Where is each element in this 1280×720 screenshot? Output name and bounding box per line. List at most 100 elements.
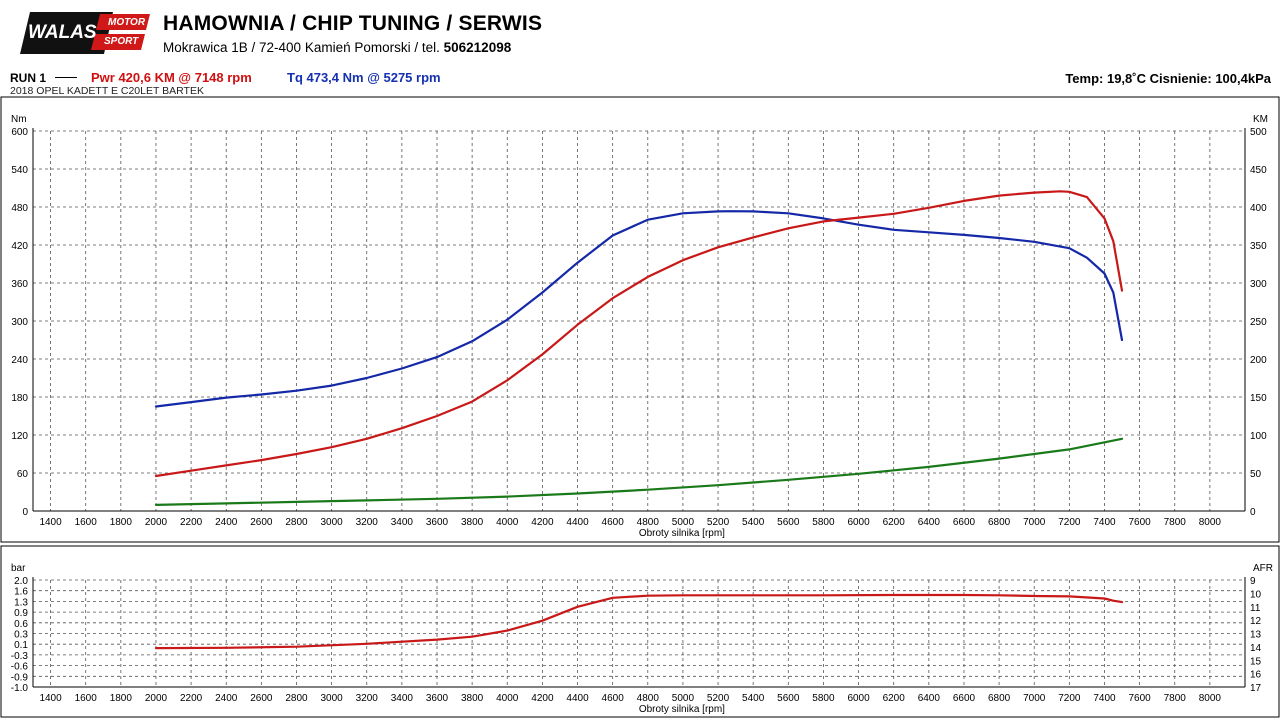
x-tick-label: 1400 — [39, 693, 62, 704]
y-right-tick-label: 0 — [1250, 507, 1256, 518]
x-tick-label: 5200 — [707, 693, 730, 704]
x-tick-label: 4200 — [531, 517, 554, 528]
x-tick-label: 5000 — [672, 517, 695, 528]
y-right-tick-label: 16 — [1250, 670, 1262, 681]
x-tick-label: 3000 — [320, 693, 343, 704]
x-axis-label: Obroty silnika [rpm] — [639, 528, 725, 539]
x-tick-label: 5600 — [777, 693, 800, 704]
y-left-tick-label: 120 — [11, 431, 28, 442]
x-tick-label: 5000 — [672, 693, 695, 704]
x-tick-label: 1400 — [39, 517, 62, 528]
x-tick-label: 7400 — [1093, 517, 1116, 528]
y-left-tick-label: 240 — [11, 355, 28, 366]
x-tick-label: 6600 — [953, 517, 976, 528]
y-left-tick-label: 0 — [22, 507, 28, 518]
y-left-tick-label: 0.9 — [14, 608, 28, 619]
x-tick-label: 2800 — [285, 693, 308, 704]
x-tick-label: 7200 — [1058, 693, 1081, 704]
y-left-tick-label: 1.6 — [14, 587, 28, 598]
x-tick-label: 5600 — [777, 517, 800, 528]
y-left-tick-label: 0.1 — [14, 640, 28, 651]
x-tick-label: 6200 — [883, 693, 906, 704]
x-tick-label: 5200 — [707, 517, 730, 528]
y-left-unit-label: Nm — [11, 114, 27, 125]
x-tick-label: 1600 — [75, 517, 98, 528]
y-left-tick-label: 420 — [11, 241, 28, 252]
y-left-tick-label: -0.6 — [11, 662, 29, 673]
y-left-tick-label: 480 — [11, 203, 28, 214]
logo-sport: SPORT — [104, 36, 139, 47]
y-left-tick-label: 2.0 — [14, 576, 28, 587]
x-tick-label: 8000 — [1199, 693, 1222, 704]
walas-motorsport-logo — [20, 12, 150, 54]
address-text: Mokrawica 1B / 72-400 Kamień Pomorski / … — [163, 40, 440, 55]
x-tick-label: 1600 — [75, 693, 98, 704]
x-tick-label: 3400 — [391, 517, 414, 528]
x-tick-label: 5400 — [742, 517, 765, 528]
x-tick-label: 1800 — [110, 693, 133, 704]
x-tick-label: 2200 — [180, 517, 203, 528]
x-tick-label: 4600 — [602, 517, 625, 528]
logo-word: WALAS — [28, 22, 97, 43]
y-right-tick-label: 350 — [1250, 241, 1267, 252]
y-right-unit-label: KM — [1253, 114, 1268, 125]
x-axis-label: Obroty silnika [rpm] — [639, 704, 725, 715]
logo-motor: MOTOR — [108, 17, 146, 28]
x-tick-label: 4400 — [566, 693, 589, 704]
x-tick-label: 7800 — [1164, 693, 1187, 704]
y-left-tick-label: 360 — [11, 279, 28, 290]
x-tick-label: 3600 — [426, 517, 449, 528]
x-tick-label: 2200 — [180, 693, 203, 704]
x-tick-label: 4000 — [496, 517, 519, 528]
y-right-tick-label: 17 — [1250, 683, 1262, 694]
x-tick-label: 5800 — [812, 693, 835, 704]
x-tick-label: 2400 — [215, 517, 238, 528]
power-peak-text: Pwr 420,6 KM @ 7148 rpm — [91, 70, 252, 85]
y-right-tick-label: 12 — [1250, 616, 1262, 627]
x-tick-label: 1800 — [110, 517, 133, 528]
x-tick-label: 7400 — [1093, 693, 1116, 704]
page-title: HAMOWNIA / CHIP TUNING / SERWIS — [163, 12, 543, 35]
x-tick-label: 4600 — [602, 693, 625, 704]
vehicle-name: 2018 OPEL KADETT E C20LET BARTEK — [10, 85, 204, 97]
x-tick-label: 7800 — [1164, 517, 1187, 528]
y-left-tick-label: 540 — [11, 165, 28, 176]
y-left-tick-label: 180 — [11, 393, 28, 404]
environment-text: Temp: 19,8˚C Cisnienie: 100,4kPa — [1065, 71, 1271, 86]
torque-curve — [154, 210, 1124, 408]
x-tick-label: 2600 — [250, 693, 273, 704]
chart-frame — [0, 96, 1280, 543]
x-tick-label: 6000 — [847, 517, 870, 528]
x-tick-label: 2000 — [145, 693, 168, 704]
x-tick-label: 3000 — [320, 517, 343, 528]
y-right-tick-label: 14 — [1250, 643, 1262, 654]
x-tick-label: 6200 — [883, 517, 906, 528]
x-tick-label: 2400 — [215, 693, 238, 704]
x-tick-label: 7000 — [1023, 517, 1046, 528]
y-right-tick-label: 250 — [1250, 317, 1267, 328]
x-tick-label: 2000 — [145, 517, 168, 528]
y-right-tick-label: 300 — [1250, 279, 1267, 290]
y-right-tick-label: 100 — [1250, 431, 1267, 442]
x-tick-label: 7000 — [1023, 693, 1046, 704]
x-tick-label: 4200 — [531, 693, 554, 704]
run-line-swatch — [55, 77, 77, 78]
x-tick-label: 3800 — [461, 693, 484, 704]
y-right-unit-label: AFR — [1253, 563, 1273, 574]
x-tick-label: 7200 — [1058, 517, 1081, 528]
x-tick-label: 4800 — [637, 517, 660, 528]
y-right-tick-label: 200 — [1250, 355, 1267, 366]
x-tick-label: 6800 — [988, 517, 1011, 528]
y-left-tick-label: 60 — [17, 469, 29, 480]
y-left-tick-label: 600 — [11, 127, 28, 138]
x-tick-label: 3600 — [426, 693, 449, 704]
y-right-tick-label: 450 — [1250, 165, 1267, 176]
x-tick-label: 2600 — [250, 517, 273, 528]
y-left-tick-label: 1.3 — [14, 597, 28, 608]
y-right-tick-label: 150 — [1250, 393, 1267, 404]
address-line: Mokrawica 1B / 72-400 Kamień Pomorski / … — [163, 40, 511, 55]
y-right-tick-label: 400 — [1250, 203, 1267, 214]
x-tick-label: 3200 — [356, 517, 379, 528]
y-right-tick-label: 9 — [1250, 576, 1256, 587]
